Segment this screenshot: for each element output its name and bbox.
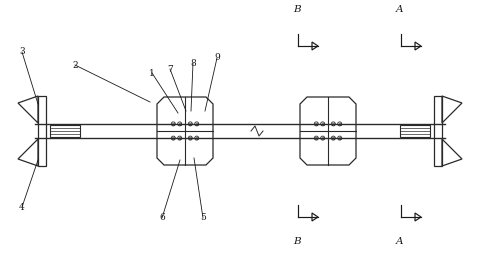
Bar	[434, 96, 442, 166]
Bar	[322, 123, 324, 125]
Bar	[179, 123, 180, 125]
Text: 8: 8	[190, 58, 196, 68]
Text: 1: 1	[149, 68, 155, 78]
Bar	[332, 123, 334, 125]
Bar	[196, 123, 198, 125]
Polygon shape	[157, 97, 213, 165]
Bar	[339, 137, 341, 139]
Bar	[339, 123, 341, 125]
Bar	[322, 137, 324, 139]
Text: A: A	[396, 6, 404, 14]
Bar	[315, 123, 317, 125]
Bar	[400, 125, 430, 137]
Bar	[38, 96, 46, 166]
Bar	[189, 137, 192, 139]
Bar	[189, 123, 192, 125]
Bar	[50, 125, 80, 137]
Text: A: A	[396, 236, 404, 245]
Bar	[315, 137, 317, 139]
Bar	[172, 137, 174, 139]
Bar	[196, 137, 198, 139]
Text: 9: 9	[214, 53, 220, 63]
Bar	[172, 123, 174, 125]
Text: B: B	[293, 236, 301, 245]
Text: 7: 7	[167, 64, 173, 73]
Bar	[332, 137, 334, 139]
Text: 5: 5	[200, 214, 206, 222]
Text: 4: 4	[19, 203, 25, 211]
Text: B: B	[293, 6, 301, 14]
Text: 2: 2	[72, 60, 78, 69]
Polygon shape	[300, 97, 356, 165]
Text: 6: 6	[159, 214, 165, 222]
Bar	[179, 137, 180, 139]
Text: 3: 3	[19, 48, 25, 57]
